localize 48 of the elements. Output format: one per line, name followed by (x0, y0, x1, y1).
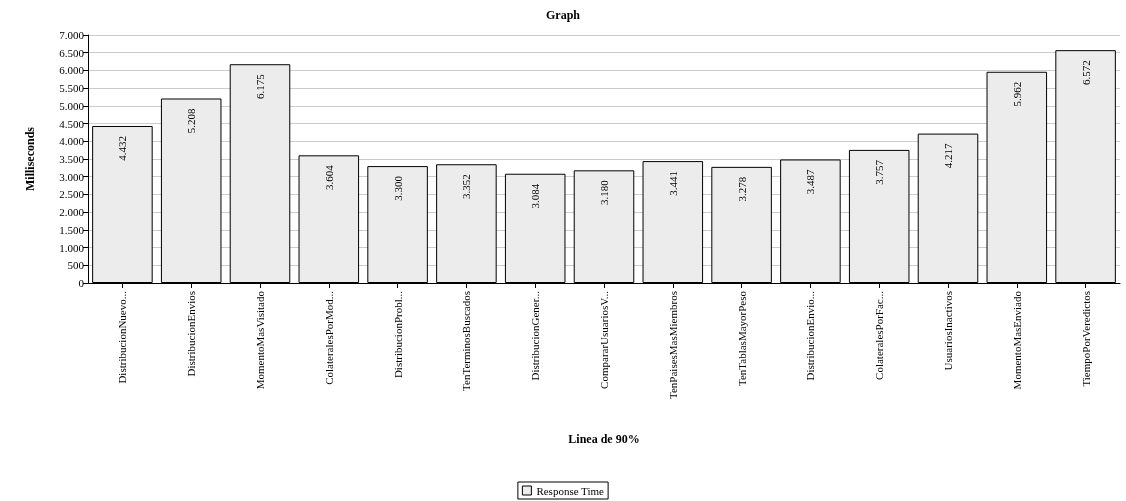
data-label: 6.175 (254, 73, 266, 99)
x-tick-label: DistribucionEnvio... (804, 290, 817, 381)
x-tick-label: ColateralesPorFac... (873, 290, 886, 380)
data-label: 4.217 (942, 143, 954, 169)
x-tick-label: MomentoMasVisitado (254, 290, 266, 390)
data-label: 3.278 (735, 176, 748, 202)
x-axis-title: Linea de 90% (568, 432, 640, 446)
data-label: 3.604 (322, 164, 335, 191)
x-tick-label: UsuariosInactivos (942, 291, 954, 371)
x-tick-label: DistribucionEnvios (185, 291, 198, 377)
y-tick-label: 2.000 (59, 206, 85, 219)
data-label: 3.180 (598, 179, 610, 206)
x-tick-label: DistribucionGener... (529, 290, 542, 381)
y-tick-label: 1.000 (59, 241, 85, 254)
data-label: 3.441 (666, 171, 679, 196)
x-tick-label: TenTablasMayorPeso (735, 290, 748, 386)
x-tick-label: TenTerminosBuscados (460, 291, 473, 391)
y-tick-label: 500 (67, 259, 85, 272)
data-label: 3.084 (529, 183, 542, 209)
data-label: 6.572 (1079, 60, 1092, 85)
y-tick-label: 3.000 (59, 170, 85, 183)
legend-label: Response Time (536, 484, 605, 497)
data-label: 4.432 (116, 135, 129, 161)
data-label: 5.208 (185, 107, 198, 134)
y-tick-label: 3.500 (59, 153, 85, 165)
y-tick-label: 6.000 (59, 64, 85, 77)
chart-title: Graph (545, 8, 581, 22)
data-label: 3.300 (391, 175, 404, 201)
y-tick-label: 5.500 (59, 82, 85, 95)
y-axis-title: Milliseconds (23, 126, 37, 192)
y-tick-label: 4.500 (59, 117, 85, 130)
x-tick-label: CompararUsuariosV... (598, 290, 610, 389)
data-label: 3.352 (460, 174, 473, 199)
x-tick-label: DistribucionNuevo... (116, 290, 129, 384)
y-tick-label: 5.000 (59, 99, 85, 112)
y-tick-label: 7.000 (59, 29, 85, 41)
y-tick-label: 6.500 (59, 46, 85, 59)
x-tick-label: MomentoMasEnviado (1010, 290, 1023, 390)
x-tick-label: DistribucionProbl... (391, 290, 404, 379)
data-label: 3.487 (804, 168, 817, 195)
y-tick-label: 4.000 (59, 135, 85, 148)
data-label: 5.962 (1010, 81, 1023, 107)
x-tick-label: TenPaisesMasMiembros (666, 291, 679, 399)
data-label: 3.757 (873, 159, 886, 185)
x-tick-label: TiempoPorVeredictos (1079, 291, 1092, 387)
x-tick-label: ColateralesPorMod... (322, 290, 335, 385)
y-tick-label: 2.500 (59, 188, 85, 201)
y-tick-label: 1.500 (59, 223, 85, 236)
